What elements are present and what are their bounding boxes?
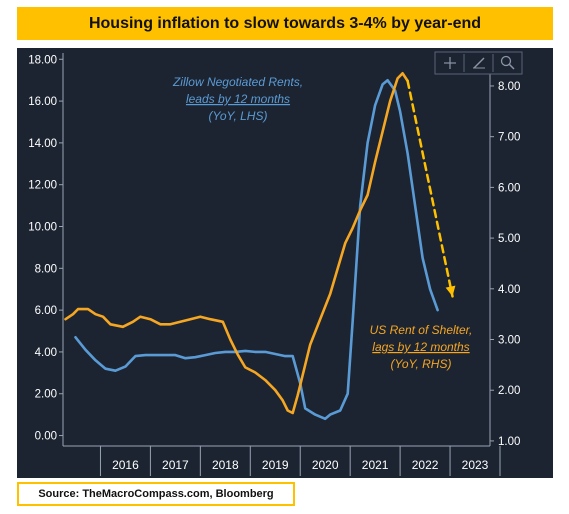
right-tick-label: 4.00 bbox=[498, 284, 520, 296]
x-tick-label: 2016 bbox=[112, 458, 139, 472]
zillow-annotation-line: leads by 12 months bbox=[186, 92, 290, 106]
shelter-annotation-line: US Rent of Shelter, bbox=[370, 323, 473, 337]
zoom-icon-lens bbox=[500, 55, 512, 67]
right-tick-label: 8.00 bbox=[498, 81, 520, 93]
annotations: Zillow Negotiated Rents, leads by 12 mont… bbox=[172, 75, 472, 371]
title-banner: Housing inflation to slow towards 3-4% b… bbox=[17, 7, 553, 40]
right-tick-label: 3.00 bbox=[498, 335, 520, 347]
left-tick-label: 8.00 bbox=[35, 263, 57, 275]
x-tick-label: 2020 bbox=[312, 458, 339, 472]
right-tick-label: 5.00 bbox=[498, 233, 520, 245]
left-axis-ticks: 18.00 16.00 14.00 12.00 10.00 8.00 6.00 4.00 2.0… bbox=[28, 54, 63, 443]
shelter-annotation-line: (YoY, RHS) bbox=[391, 357, 452, 371]
plot-background bbox=[17, 48, 553, 478]
source-box: Source: TheMacroCompass.com, Bloomberg bbox=[17, 482, 295, 506]
x-tick-label: 2018 bbox=[212, 458, 239, 472]
x-axis-ticks: 2016 2017 2018 2019 2020 2021 2022 2023 bbox=[99, 446, 501, 476]
left-tick-label: 10.00 bbox=[28, 222, 57, 234]
left-tick-label: 0.00 bbox=[35, 431, 57, 443]
chart-title: Housing inflation to slow towards 3-4% b… bbox=[88, 14, 482, 32]
source-text: Source: TheMacroCompass.com, Bloomberg bbox=[38, 488, 274, 500]
left-tick-label: 12.00 bbox=[28, 180, 57, 192]
x-tick-label: 2021 bbox=[362, 458, 389, 472]
chart-panel: 18.00 16.00 14.00 12.00 10.00 8.00 6.00 4.00 2.0… bbox=[17, 48, 553, 478]
x-tick-label: 2023 bbox=[462, 458, 489, 472]
x-tick-label: 2017 bbox=[162, 458, 189, 472]
chart-toolbar bbox=[434, 51, 523, 75]
pencil-icon[interactable] bbox=[466, 54, 492, 72]
right-axis-ticks: 8.00 7.00 6.00 5.00 4.00 3.00 2.00 1.00 bbox=[490, 81, 520, 448]
zoom-icon[interactable] bbox=[495, 54, 521, 72]
left-tick-label: 2.00 bbox=[35, 389, 57, 401]
right-tick-label: 2.00 bbox=[498, 385, 520, 397]
crosshair-icon[interactable] bbox=[437, 54, 463, 72]
x-tick-label: 2019 bbox=[262, 458, 289, 472]
shelter-series-line bbox=[64, 71, 409, 415]
right-tick-label: 7.00 bbox=[498, 132, 520, 144]
left-tick-label: 18.00 bbox=[28, 54, 57, 66]
right-tick-label: 6.00 bbox=[498, 182, 520, 194]
left-tick-label: 6.00 bbox=[35, 305, 57, 317]
zillow-series-line bbox=[74, 78, 439, 421]
zoom-icon-handle bbox=[508, 63, 515, 70]
series-layer bbox=[64, 71, 456, 421]
x-tick-label: 2022 bbox=[412, 458, 439, 472]
right-tick-label: 1.00 bbox=[498, 436, 520, 448]
projection-arrowhead bbox=[445, 285, 456, 297]
zillow-annotation-line: Zillow Negotiated Rents, bbox=[172, 75, 303, 89]
chart-svg: 18.00 16.00 14.00 12.00 10.00 8.00 6.00 4.00 2.0… bbox=[17, 48, 553, 478]
shelter-annotation-line: lags by 12 months bbox=[372, 340, 469, 354]
left-tick-label: 14.00 bbox=[28, 138, 57, 150]
left-tick-label: 16.00 bbox=[28, 96, 57, 108]
zillow-annotation-line: (YoY, LHS) bbox=[209, 109, 268, 123]
left-tick-label: 4.00 bbox=[35, 347, 57, 359]
pencil-icon-body bbox=[473, 57, 485, 69]
projection-line bbox=[406, 79, 454, 298]
